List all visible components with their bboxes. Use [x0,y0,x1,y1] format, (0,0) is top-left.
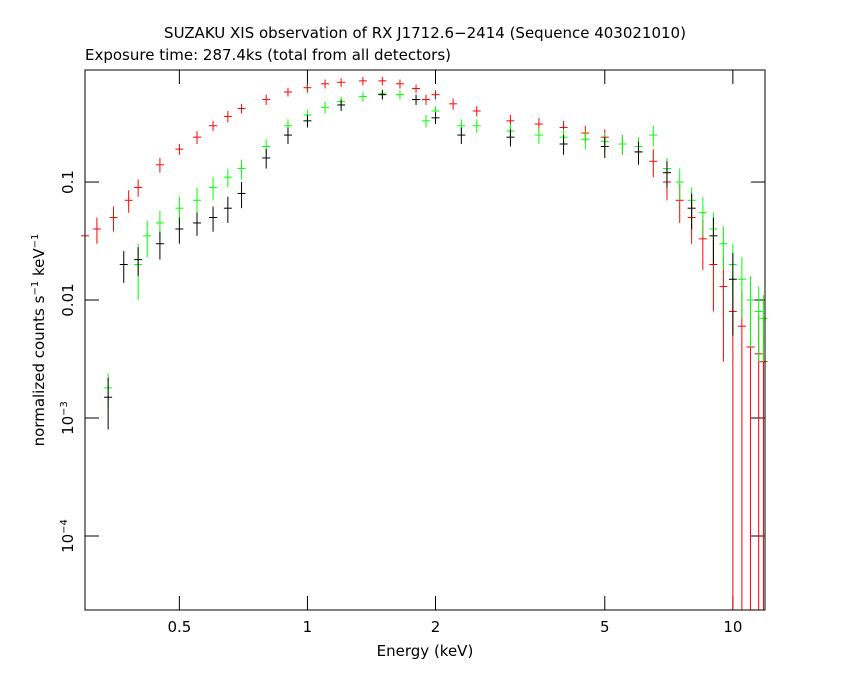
y-tick-label: 0.01 [59,283,77,316]
x-tick-label: 5 [600,618,610,636]
x-tick-label: 10 [723,618,742,636]
y-tick-label: 0.1 [59,170,77,194]
y-tick-label-exponent: −4 [59,519,70,534]
x-axis-label: Energy (keV) [377,642,474,660]
x-tick-label: 2 [431,618,441,636]
y-tick-label-exponent: −3 [59,401,70,416]
y-tick-label-base: 10 [59,416,77,435]
chart-subtitle: Exposure time: 287.4ks (total from all d… [85,46,451,64]
y-tick-label-base: 10 [59,534,77,553]
y-axis-label-part: keV [30,248,48,281]
plot-area: 0.5 1 2 5 1010−410−30.010.1 [59,70,768,636]
y-tick-label: 10−4 [59,519,77,553]
y-tick-label: 10−3 [59,401,77,435]
y-axis-label: normalized counts s−1 keV−1 [30,234,48,447]
y-axis-label-exponent: −1 [30,281,41,296]
plot-frame [84,69,766,611]
x-tick-label: 0.5 [167,618,191,636]
chart-title: SUZAKU XIS observation of RX J1712.6−241… [164,24,686,42]
x-tick-label: 1 [303,618,313,636]
y-axis-label-part: normalized counts s [30,295,48,446]
y-axis-label-exponent: −1 [30,234,41,249]
